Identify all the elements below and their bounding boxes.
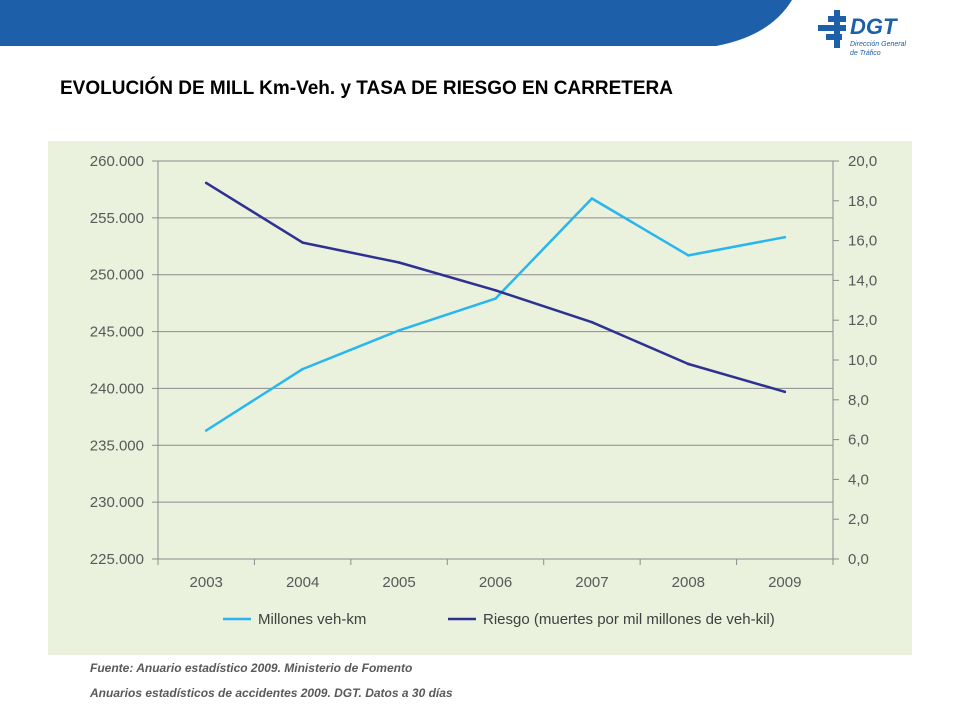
left-axis-tick-label: 245.000 — [90, 324, 144, 341]
x-axis-tick-label: 2005 — [382, 574, 415, 591]
right-axis-tick-label: 2,0 — [848, 511, 869, 528]
gridlines — [158, 160, 833, 560]
data-point-riesgo — [590, 320, 594, 324]
logo-text: DGT — [850, 14, 898, 39]
right-axis-tick-label: 12,0 — [848, 312, 877, 329]
data-point-riesgo — [397, 261, 401, 264]
data-point-riesgo — [687, 362, 690, 366]
left-axis-tick-label: 235.000 — [90, 437, 144, 454]
data-point-millones — [494, 297, 497, 300]
right-axis-tick-label: 10,0 — [848, 352, 877, 369]
right-axis-tick-label: 20,0 — [848, 153, 877, 170]
x-axis-tick-label: 2004 — [286, 574, 319, 591]
series-lines — [204, 181, 787, 432]
x-axis-tick-label: 2008 — [672, 574, 705, 591]
right-axis-tick-label: 18,0 — [848, 193, 877, 210]
data-point-riesgo — [783, 390, 787, 394]
data-point-millones — [301, 367, 304, 371]
data-point-millones — [687, 254, 690, 257]
source-note-1: Fuente: Anuario estadístico 2009. Minist… — [90, 661, 413, 675]
data-point-millones — [590, 197, 594, 200]
line-chart: 225.000 230.000 235.000 240.000 245.000 250.0… — [90, 153, 877, 628]
left-axis-tick-label: 240.000 — [90, 380, 144, 397]
series-line-riesgo — [205, 181, 786, 394]
x-axis-tick-label: 2006 — [479, 574, 512, 591]
axes — [152, 160, 839, 565]
data-point-riesgo — [494, 289, 497, 292]
tick-labels: 225.000 230.000 235.000 240.000 245.000 250.0… — [90, 153, 877, 591]
left-axis-tick-label: 225.000 — [90, 551, 144, 568]
x-axis-tick-label: 2009 — [768, 574, 801, 591]
data-point-millones — [204, 429, 208, 432]
left-axis-tick-label: 250.000 — [90, 267, 144, 284]
right-axis-tick-label: 8,0 — [848, 392, 869, 409]
right-axis-tick-label: 14,0 — [848, 272, 877, 289]
data-point-riesgo — [204, 181, 208, 185]
x-axis-tick-label: 2003 — [190, 574, 223, 591]
right-axis-tick-label: 0,0 — [848, 551, 869, 568]
chart-panel: 225.000 230.000 235.000 240.000 245.000 250.0… — [48, 141, 912, 655]
x-axis-tick-label: 2007 — [575, 574, 608, 591]
dgt-logo-mark — [818, 10, 846, 48]
header-band — [0, 0, 792, 46]
header-swoosh — [0, 0, 792, 46]
left-axis-tick-label: 255.000 — [90, 210, 144, 227]
left-axis-tick-label: 230.000 — [90, 494, 144, 511]
logo-subtitle-line2: de Tráfico — [850, 50, 881, 57]
legend-label-millones: Millones veh-km — [258, 611, 366, 628]
dgt-logo: DGT Dirección General de Tráfico — [812, 4, 932, 64]
right-axis-tick-label: 16,0 — [848, 233, 877, 250]
right-axis-tick-label: 4,0 — [848, 471, 869, 488]
page-title: EVOLUCIÓN DE MILL Km-Veh. y TASA DE RIES… — [60, 78, 673, 99]
source-note-2: Anuarios estadísticos de accidentes 2009… — [90, 686, 453, 700]
legend: Millones veh-km Riesgo (muertes por mil m… — [223, 611, 775, 628]
legend-label-riesgo: Riesgo (muertes por mil millones de veh-… — [483, 611, 775, 628]
data-point-millones — [397, 329, 401, 332]
right-axis-tick-label: 6,0 — [848, 432, 869, 449]
left-axis-tick-label: 260.000 — [90, 153, 144, 170]
data-point-millones — [783, 235, 787, 239]
data-point-riesgo — [301, 241, 304, 244]
series-line-millones-veh-km — [205, 197, 786, 432]
logo-subtitle-line1: Dirección General — [850, 41, 906, 48]
